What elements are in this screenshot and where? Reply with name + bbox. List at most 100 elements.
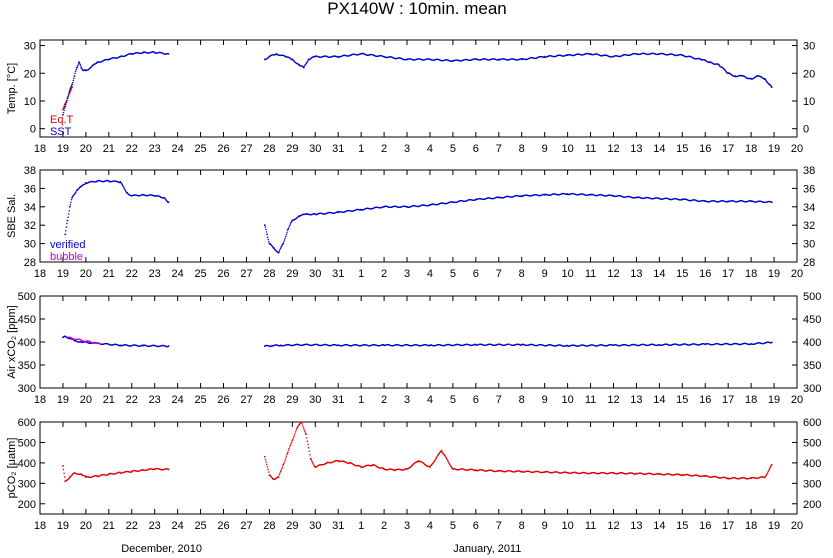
y-tick-label-left: 34 — [24, 202, 36, 214]
data-point — [302, 425, 304, 427]
x-tick-label: 6 — [473, 268, 479, 280]
panel-2: 18 19 20 21 22 23 24 25 26 27 28 29 30 31 1 2 3 4 5 6 7 8 9 10 1… — [6, 291, 821, 406]
data-point — [79, 63, 81, 66]
data-point — [65, 229, 67, 232]
x-tick-label: 20 — [80, 394, 92, 406]
data-point — [285, 233, 288, 236]
data-point — [770, 86, 773, 89]
y-tick-label-right: 400 — [803, 458, 821, 470]
x-tick-label: 15 — [676, 520, 688, 532]
data-point — [264, 226, 267, 228]
x-tick-label: 20 — [791, 394, 803, 406]
y-tick-label-left: 400 — [18, 458, 36, 470]
x-tick-label: 2 — [381, 394, 387, 406]
data-point — [66, 222, 68, 225]
panel-1: 18 19 20 21 22 23 24 25 26 27 28 29 30 31 1 2 3 4 5 6 7 8 9 10 1… — [6, 165, 815, 280]
data-point — [294, 433, 296, 435]
month-labels: December, 2010 January, 2011 — [121, 543, 521, 555]
data-point — [72, 79, 75, 82]
data-point — [167, 201, 170, 204]
y-tick-label-right: 0 — [803, 124, 809, 136]
x-tick-label: 1 — [358, 268, 364, 280]
y-tick-label-left: 500 — [18, 291, 36, 303]
legend-entry: verified — [50, 239, 85, 251]
data-point — [283, 241, 285, 243]
x-tick-label: 31 — [332, 520, 344, 532]
y-tick-label-right: 350 — [803, 360, 821, 372]
x-tick-label: 19 — [768, 268, 780, 280]
data-point — [68, 209, 70, 212]
x-tick-label: 2 — [381, 520, 387, 532]
x-tick-label: 31 — [332, 268, 344, 280]
x-tick-label: 17 — [722, 143, 734, 155]
data-point — [264, 458, 267, 461]
data-point — [70, 198, 73, 201]
chart-panels: 18 19 20 21 22 23 24 25 26 27 28 29 30 31 1 2 3 4 5 6 7 8 9 10 1… — [6, 39, 821, 532]
series-1-0 — [64, 179, 773, 254]
data-point — [288, 447, 290, 450]
x-tick-label: 1 — [358, 143, 364, 155]
x-tick-label: 20 — [80, 143, 92, 155]
y-tick-label-left: 32 — [24, 220, 36, 232]
data-point — [70, 87, 73, 90]
x-tick-label: 5 — [450, 520, 456, 532]
data-point — [277, 476, 280, 479]
x-tick-label: 20 — [80, 520, 92, 532]
data-point — [284, 237, 286, 239]
x-tick-label: 10 — [561, 394, 573, 406]
data-point — [74, 70, 77, 73]
data-point — [74, 72, 76, 75]
data-point — [292, 436, 295, 439]
x-tick-label: 13 — [630, 268, 642, 280]
data-point — [265, 231, 268, 233]
data-point — [73, 75, 76, 77]
data-point — [281, 466, 284, 468]
y-axis-label: Temp. [°C] — [6, 63, 18, 114]
x-tick-label: 23 — [149, 394, 161, 406]
x-tick-label: 6 — [473, 143, 479, 155]
data-point — [75, 191, 77, 193]
data-point — [280, 246, 282, 248]
y-tick-label-right: 10 — [803, 96, 815, 108]
x-tick-label: 26 — [217, 268, 229, 280]
x-tick-label: 26 — [217, 520, 229, 532]
x-tick-label: 7 — [496, 394, 502, 406]
data-point — [302, 427, 305, 429]
x-tick-label: 5 — [450, 268, 456, 280]
x-tick-label: 28 — [263, 268, 275, 280]
data-point — [64, 233, 67, 236]
x-tick-label: 25 — [194, 143, 206, 155]
data-point — [167, 52, 170, 55]
data-point — [266, 463, 268, 466]
x-tick-label: 27 — [240, 268, 252, 280]
y-tick-label-right: 500 — [803, 437, 821, 449]
x-tick-label: 20 — [80, 268, 92, 280]
y-tick-label-right: 30 — [803, 41, 815, 53]
y-tick-label-left: 0 — [30, 124, 36, 136]
y-tick-label-right: 300 — [803, 478, 821, 490]
y-tick-label-right: 28 — [803, 257, 815, 269]
x-tick-label: 15 — [676, 143, 688, 155]
y-tick-label-left: 450 — [18, 314, 36, 326]
x-tick-label: 22 — [126, 268, 138, 280]
data-point — [77, 64, 79, 67]
data-point — [770, 201, 773, 204]
data-point — [71, 196, 74, 199]
data-point — [66, 100, 68, 102]
x-tick-label: 29 — [286, 268, 298, 280]
x-tick-label: 5 — [450, 143, 456, 155]
x-tick-label: 29 — [286, 394, 298, 406]
x-tick-label: 30 — [309, 143, 321, 155]
y-tick-label-left: 400 — [18, 337, 36, 349]
data-point — [767, 470, 769, 473]
data-point — [285, 455, 288, 457]
data-point — [290, 441, 293, 443]
data-point — [265, 228, 267, 231]
data-point — [270, 344, 273, 347]
data-point — [278, 474, 280, 476]
y-tick-label-right: 20 — [803, 68, 815, 80]
x-tick-label: 4 — [427, 520, 433, 532]
x-tick-label: 18 — [34, 394, 46, 406]
x-tick-label: 13 — [630, 143, 642, 155]
data-point — [266, 466, 269, 468]
